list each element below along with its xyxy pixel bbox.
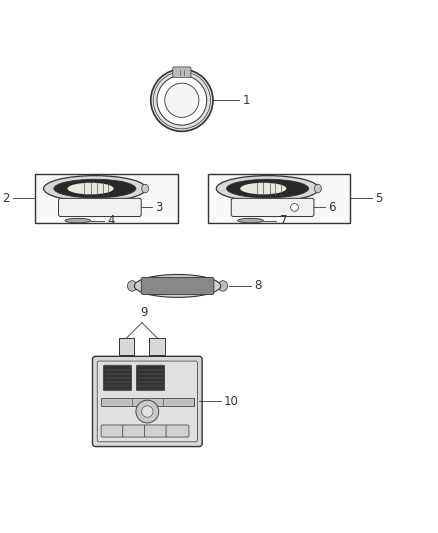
Bar	[149, 338, 165, 355]
Circle shape	[157, 75, 207, 125]
Text: 10: 10	[224, 395, 239, 408]
FancyBboxPatch shape	[123, 425, 146, 437]
Ellipse shape	[65, 219, 91, 223]
FancyBboxPatch shape	[141, 277, 214, 294]
FancyBboxPatch shape	[97, 361, 198, 442]
Circle shape	[165, 83, 199, 117]
Ellipse shape	[142, 184, 148, 193]
Ellipse shape	[67, 183, 113, 195]
Ellipse shape	[216, 176, 319, 201]
FancyBboxPatch shape	[101, 425, 124, 437]
Circle shape	[291, 204, 298, 211]
Bar	[103, 366, 131, 391]
FancyBboxPatch shape	[231, 198, 314, 216]
Bar	[119, 338, 134, 355]
Text: 9: 9	[140, 306, 148, 319]
Ellipse shape	[218, 281, 228, 291]
Ellipse shape	[127, 281, 137, 291]
Text: 8: 8	[254, 279, 262, 293]
FancyBboxPatch shape	[166, 425, 189, 437]
Bar	[136, 366, 164, 391]
Ellipse shape	[226, 179, 309, 198]
Ellipse shape	[54, 179, 136, 198]
Text: 3: 3	[155, 201, 163, 214]
Ellipse shape	[44, 176, 146, 201]
FancyBboxPatch shape	[173, 67, 191, 77]
Ellipse shape	[314, 184, 321, 193]
Text: 5: 5	[375, 192, 383, 205]
Circle shape	[136, 400, 159, 423]
FancyBboxPatch shape	[59, 198, 141, 216]
Text: 6: 6	[328, 201, 336, 214]
Ellipse shape	[240, 183, 286, 195]
Text: 7: 7	[280, 214, 287, 227]
Ellipse shape	[238, 219, 263, 223]
Bar	[35, 174, 177, 223]
Text: 2: 2	[3, 192, 10, 205]
FancyBboxPatch shape	[92, 357, 202, 447]
Ellipse shape	[134, 274, 221, 297]
Circle shape	[151, 69, 213, 131]
FancyBboxPatch shape	[145, 425, 167, 437]
Text: 1: 1	[242, 94, 250, 107]
Bar	[208, 174, 350, 223]
Circle shape	[141, 406, 153, 417]
Bar	[101, 398, 194, 406]
Text: 4: 4	[107, 214, 114, 227]
